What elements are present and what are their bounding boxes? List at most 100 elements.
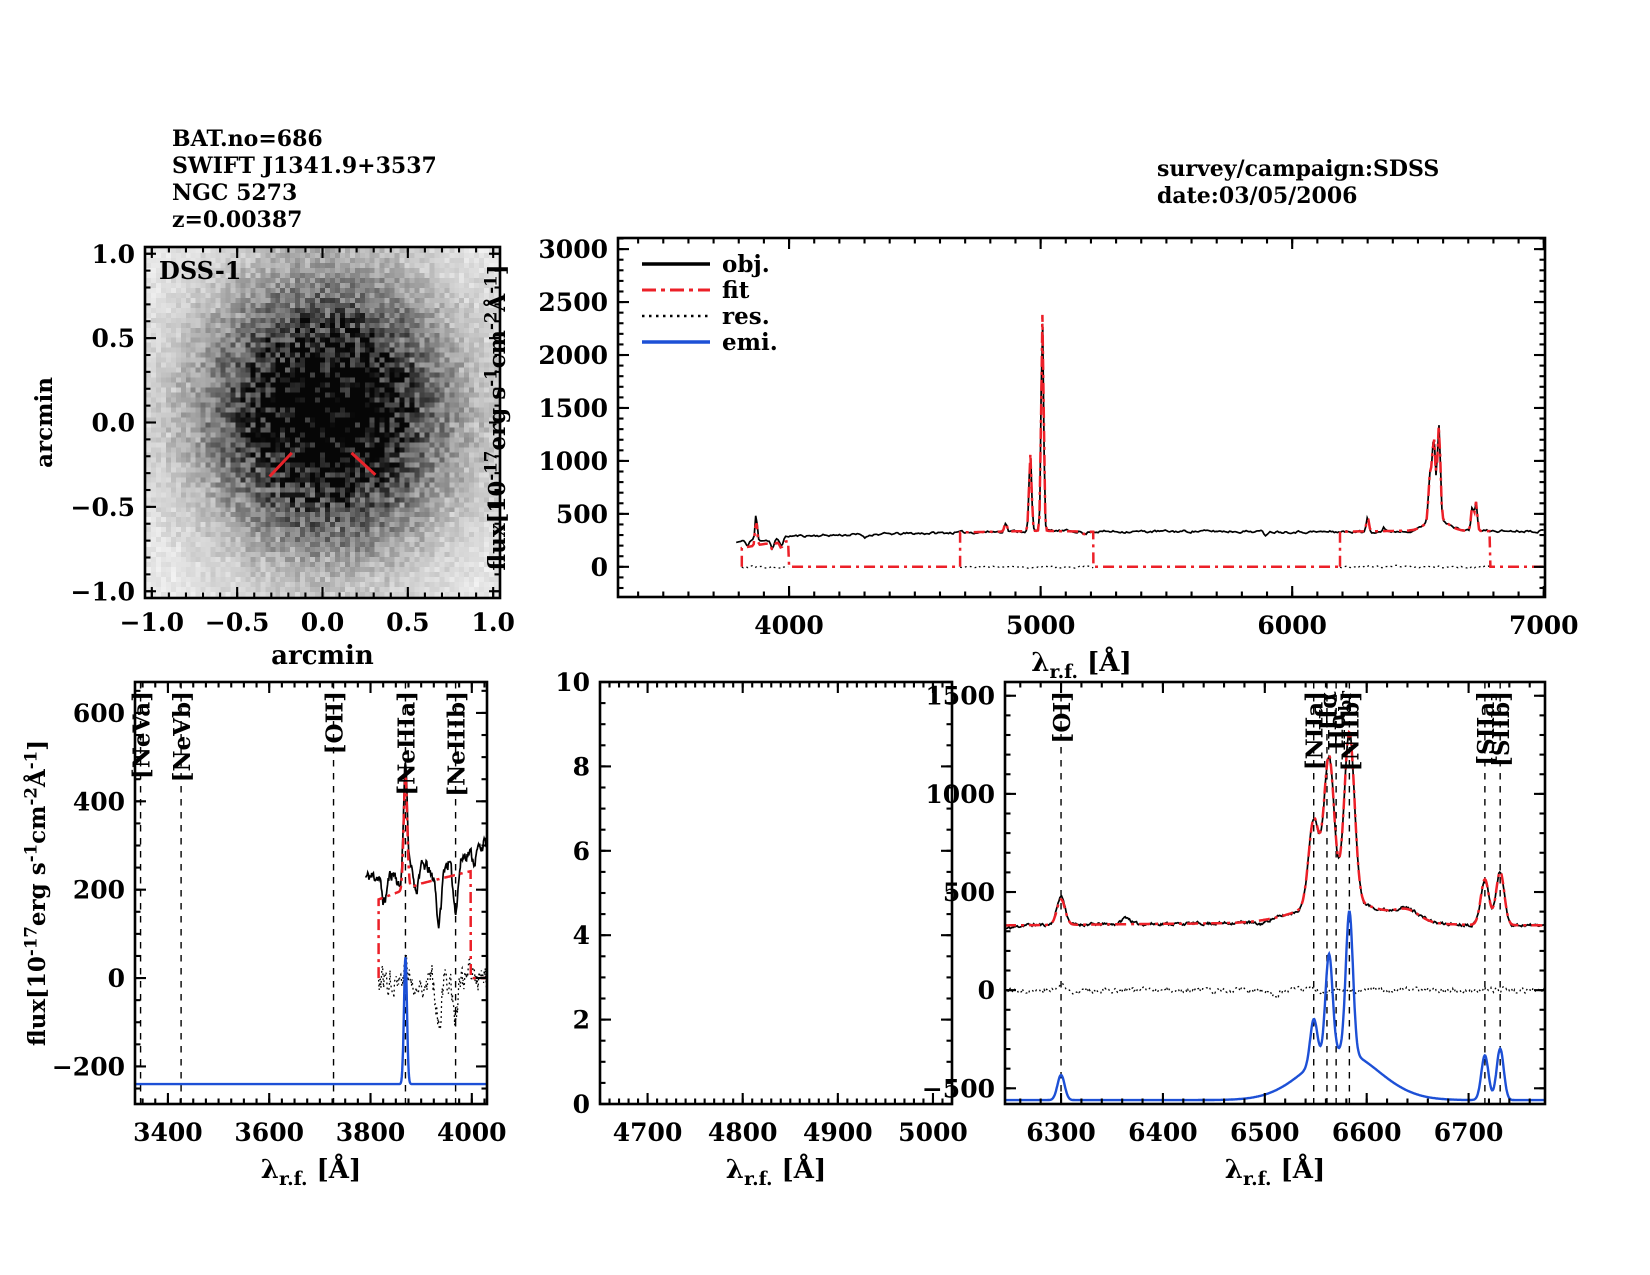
svg-text:7000: 7000 (1509, 611, 1579, 640)
axis-ticks (135, 682, 487, 1104)
svg-text:0.5: 0.5 (92, 324, 136, 353)
line-marker-label: Hαbr (1324, 691, 1355, 751)
line-marker-label: [NeVa] (129, 691, 156, 779)
svg-text:0: 0 (978, 976, 995, 1005)
svg-text:0.0: 0.0 (92, 409, 136, 438)
svg-text:−500: −500 (922, 1074, 995, 1103)
line-marker-label: [NeVb] (169, 691, 196, 782)
fit-curve (1005, 729, 1545, 927)
svg-text:4000: 4000 (437, 1118, 507, 1147)
panel-dss: −1.0 −0.5 0.0 0.5 1.0 −1.0 −0.5 0.0 0.5 1.0 arcmin… (31, 240, 515, 671)
svg-text:2500: 2500 (538, 288, 608, 317)
axis-ticks (598, 680, 954, 1106)
axis-tick-labels: 4700 4800 4900 5000 0 2 4 6 8 10 (555, 668, 968, 1147)
svg-text:8: 8 (573, 752, 590, 781)
series-group (1005, 729, 1545, 1102)
emission-model-curve (1005, 910, 1545, 1102)
svg-text:2000: 2000 (538, 341, 608, 370)
svg-text:0.0: 0.0 (301, 608, 345, 637)
svg-text:1.0: 1.0 (471, 608, 515, 637)
svg-text:0: 0 (573, 1090, 590, 1119)
svg-text:500: 500 (943, 878, 995, 907)
svg-text:5000: 5000 (1006, 611, 1076, 640)
emission-model-curve (135, 957, 487, 1086)
svg-text:3600: 3600 (234, 1118, 304, 1147)
svg-text:1500: 1500 (538, 394, 608, 423)
y-axis-label: arcmin (31, 377, 58, 468)
panel-zoom_mid: 4700 4800 4900 5000 0 2 4 6 8 10 λr.f. [Å] (555, 668, 968, 1190)
fit-curve (740, 314, 1545, 569)
y-axis-label: flux[10-17erg s-1cm-2Å-1] (480, 264, 511, 570)
object-spectrum-curve (365, 762, 487, 929)
line-marker-label: [NeIIIa] (393, 691, 420, 796)
panel-zoom_blue: 3400 3600 3800 4000 −200 0 200 400 600 λr.f. [Å] f… (20, 680, 507, 1190)
x-axis-label: λr.f. [Å] (726, 1154, 827, 1190)
svg-text:−0.5: −0.5 (71, 493, 135, 522)
svg-text:6: 6 (573, 837, 590, 866)
svg-text:6400: 6400 (1128, 1118, 1198, 1147)
svg-text:1500: 1500 (925, 682, 995, 711)
svg-text:1.0: 1.0 (92, 240, 136, 269)
survey-date: date:03/05/2006 (1157, 183, 1358, 209)
line-marker-label: [NIIb] (1337, 691, 1364, 771)
plot-frame (616, 236, 1547, 599)
svg-text:−0.5: −0.5 (205, 608, 269, 637)
target-info-swift-name: SWIFT J1341.9+3537 (172, 153, 437, 179)
svg-text:4800: 4800 (708, 1118, 778, 1147)
axis-tick-labels: 3400 3600 3800 4000 −200 0 200 400 600 (52, 699, 507, 1147)
axis-tick-labels: 4000 5000 6000 7000 0 500 1000 1500 2000 2500 3000 (538, 235, 1578, 640)
line-marker-label: [SIIb] (1488, 691, 1515, 767)
target-info-redshift: z=0.00387 (172, 207, 303, 233)
svg-text:−1.0: −1.0 (71, 577, 135, 606)
svg-text:10: 10 (555, 668, 590, 697)
line-marker-label: Hα (1315, 691, 1342, 731)
x-axis-label: arcmin (271, 641, 374, 671)
position-marker (350, 451, 377, 476)
line-markers (139, 682, 457, 1104)
svg-text:200: 200 (73, 876, 125, 905)
line-marker-label: [NIIa] (1302, 691, 1329, 770)
plot-frame (1003, 680, 1547, 1106)
svg-text:1000: 1000 (925, 780, 995, 809)
svg-text:4700: 4700 (613, 1118, 683, 1147)
image-source-label: DSS-1 (159, 256, 242, 285)
object-spectrum-curve (1005, 730, 1545, 930)
plot-frame (598, 680, 954, 1106)
survey-campaign: survey/campaign:SDSS (1157, 156, 1440, 182)
dss-image (146, 248, 499, 597)
x-axis-label: λr.f. [Å] (1225, 1154, 1326, 1190)
axis-tick-labels: 6300 6400 6500 6600 6700 −500 0 500 1000 1500 (922, 682, 1504, 1147)
axis-ticks (145, 247, 500, 598)
axis-tick-labels: −1.0 −0.5 0.0 0.5 1.0 −1.0 −0.5 0.0 0.5 1.0 (71, 240, 515, 637)
legend-label: obj. (722, 251, 770, 278)
x-axis-label: λr.f. [Å] (1031, 647, 1132, 683)
svg-text:−200: −200 (52, 1052, 125, 1081)
line-marker-label: [NeIIIb] (444, 691, 471, 797)
svg-text:400: 400 (73, 787, 125, 816)
svg-text:0: 0 (591, 553, 608, 582)
plot-frame (143, 245, 502, 600)
svg-text:5000: 5000 (898, 1118, 968, 1147)
panel-zoom_red: 6300 6400 6500 6600 6700 −500 0 500 1000 1500 λr.f… (922, 680, 1547, 1190)
svg-text:4: 4 (573, 921, 590, 950)
svg-text:6300: 6300 (1026, 1118, 1096, 1147)
svg-text:4900: 4900 (803, 1118, 873, 1147)
panel-full: 4000 5000 6000 7000 0 500 1000 1500 2000 2500 3000… (480, 235, 1578, 683)
target-info-galaxy-name: NGC 5273 (172, 180, 298, 206)
svg-text:4000: 4000 (754, 611, 824, 640)
axis-ticks (1005, 682, 1545, 1104)
legend-label: res. (722, 303, 770, 330)
svg-text:3000: 3000 (538, 235, 608, 264)
svg-text:−1.0: −1.0 (120, 608, 184, 637)
line-marker-label: [OII] (322, 691, 349, 754)
fit-curve (377, 776, 487, 980)
svg-text:3400: 3400 (133, 1118, 203, 1147)
svg-text:6700: 6700 (1434, 1118, 1504, 1147)
target-info-bat-no: BAT.no=686 (172, 126, 323, 152)
svg-text:600: 600 (73, 699, 125, 728)
residual-curve (741, 564, 1490, 570)
line-markers (1060, 682, 1501, 1104)
